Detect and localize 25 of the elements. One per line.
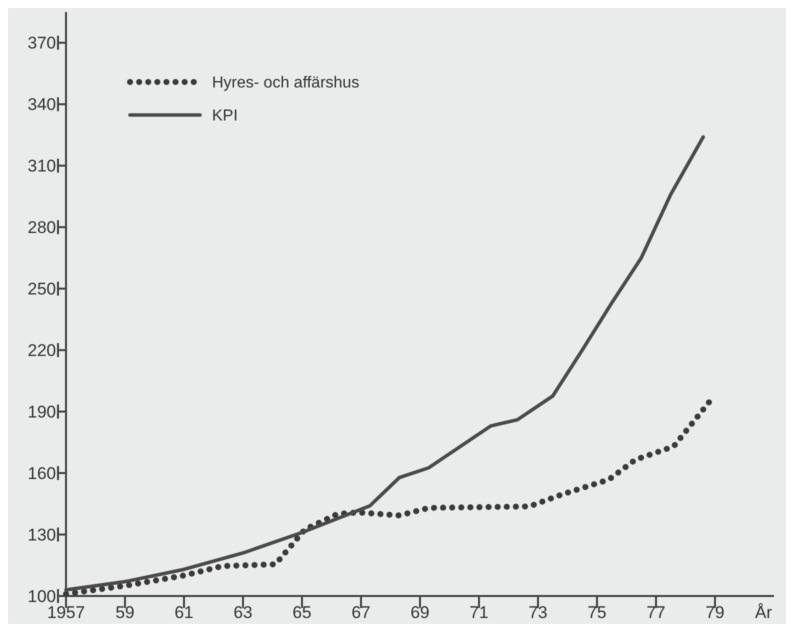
x-tick-label: 1957 xyxy=(47,603,85,622)
y-tick-label: 340 xyxy=(28,95,56,114)
x-tick-label: 71 xyxy=(470,603,488,622)
x-axis-title: År xyxy=(755,603,772,622)
y-tick-label: 100 xyxy=(28,586,56,606)
legend-label: KPI xyxy=(212,108,238,125)
y-tick-label: 310 xyxy=(28,156,56,176)
y-tick-label: 190 xyxy=(28,402,56,422)
y-tick-label: 130 xyxy=(28,525,56,544)
x-tick-label: 73 xyxy=(528,603,548,622)
x-tick-label: 75 xyxy=(588,603,606,622)
x-tick-label: 67 xyxy=(352,603,370,622)
y-tick-label: 160 xyxy=(28,464,56,484)
legend-label: Hyres- och affärshus xyxy=(212,74,360,92)
y-tick-label: 250 xyxy=(28,280,56,299)
y-tick-label: 370 xyxy=(28,34,56,53)
x-tick-label: 63 xyxy=(234,603,252,622)
y-tick-label: 220 xyxy=(28,341,56,360)
x-tick-label: 65 xyxy=(292,603,312,622)
x-tick-label: 61 xyxy=(174,603,194,622)
x-tick-label: 69 xyxy=(410,603,430,622)
x-tick-label: 77 xyxy=(646,603,666,622)
x-tick-label: 59 xyxy=(116,603,134,622)
x-tick-label: 79 xyxy=(706,603,724,622)
y-tick-label: 280 xyxy=(28,218,56,238)
